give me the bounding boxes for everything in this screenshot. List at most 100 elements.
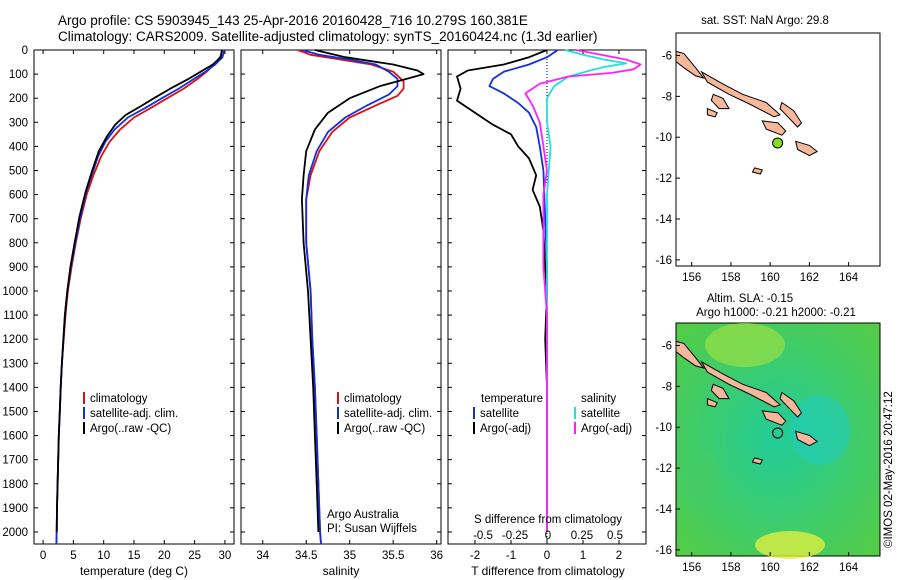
map-y-tick-label: -10 [655, 422, 672, 434]
depth-tick-label: 700 [9, 214, 28, 226]
salinity-axis-label: salinity [323, 564, 360, 578]
map-x-tick-label: 160 [761, 562, 780, 574]
legend-header-temperature: temperature [481, 393, 543, 405]
island [761, 120, 787, 136]
temperature-plot-frame [33, 49, 235, 545]
island [751, 457, 764, 465]
s-tick-label: 0 [545, 530, 551, 542]
legend-label-climatology: climatology [90, 393, 148, 405]
depth-tick-label: 200 [9, 93, 28, 105]
x-tick-label: 0 [40, 550, 46, 562]
map-y-tick-label: -6 [662, 340, 672, 352]
series-line-salinity_argo [524, 49, 642, 532]
figure-title-line1: Argo profile: CS 5903945_143 25-Apr-2016… [58, 13, 528, 28]
map-y-tick-label: -16 [655, 255, 672, 267]
map-y-tick-label: -14 [655, 504, 672, 516]
map-x-tick-label: 156 [682, 272, 701, 284]
map-x-tick-label: 158 [721, 272, 740, 284]
map-x-tick-label: 162 [800, 562, 819, 574]
float-position-marker [772, 137, 784, 149]
temperature-panel: 0 5 10 15 20 25 30 [33, 49, 235, 562]
sst-map-title: sat. SST: NaN Argo: 29.8 [701, 15, 829, 27]
salinity-plot-frame [240, 49, 442, 545]
legend-label-s-argo: Argo(-adj) [581, 423, 632, 435]
sla-map: 156 158 160 162 164 -6 -8 -10 -12 -14 -16 [655, 322, 881, 574]
island [795, 430, 819, 447]
series-line-argo [300, 49, 425, 533]
legend-label-argo: Argo(..raw -QC) [344, 423, 425, 435]
depth-tick-label: 2000 [2, 527, 28, 539]
depth-tick-label: 1100 [3, 310, 28, 322]
map-x-tick-label: 162 [800, 272, 819, 284]
depth-tick-label: 500 [9, 165, 28, 177]
difference-legend: temperature salinity satellite Argo(-adj… [473, 393, 632, 435]
map-y-tick-label: -10 [655, 132, 672, 144]
map-x-tick-label: 160 [761, 272, 780, 284]
x-tick-label: 5 [70, 550, 76, 562]
float-position-marker [772, 427, 784, 439]
x-tick-label: 36 [430, 550, 443, 562]
island [706, 107, 718, 118]
difference-panel: -2 -1 0 1 2 [447, 49, 647, 562]
sla-map-title-line1: Altim. SLA: -0.15 [707, 293, 793, 305]
island [700, 360, 781, 408]
island [761, 410, 787, 426]
annotation-line2: PI: Susan Wijffels [327, 523, 417, 535]
s-difference-tick-labels: -0.5 -0.25 0 0.25 0.5 [473, 530, 623, 542]
sst-map: 156 158 160 162 164 -6 -8 -10 -12 -14 -16 [655, 32, 881, 284]
sla-map-title-line2: Argo h1000: -0.21 h2000: -0.21 [696, 307, 856, 319]
map-y-tick-label: -12 [655, 463, 672, 475]
x-tick-label: 30 [219, 550, 232, 562]
s-tick-label: 0.5 [607, 530, 623, 542]
x-tick-label: 2 [616, 550, 622, 562]
depth-tick-label: 900 [9, 262, 28, 274]
x-tick-label: 20 [158, 550, 171, 562]
depth-tick-label: 1200 [2, 334, 28, 346]
legend-header-salinity: salinity [581, 393, 616, 405]
x-tick-label: 25 [188, 550, 201, 562]
map-y-tick-label: -8 [662, 381, 672, 393]
legend-label-satellite: satellite-adj. clim. [90, 408, 178, 420]
depth-tick-label: 1900 [2, 503, 28, 515]
legend-label-t-argo: Argo(-adj) [480, 423, 531, 435]
x-tick-label: 34 [256, 550, 269, 562]
s-difference-axis-label: S difference from climatology [474, 514, 622, 526]
map-x-tick-label: 164 [839, 562, 859, 574]
x-tick-label: -2 [470, 550, 480, 562]
island [675, 340, 705, 369]
depth-tick-label: 100 [9, 69, 28, 81]
temperature-axis-label: temperature (deg C) [80, 564, 188, 578]
island [675, 50, 705, 79]
x-tick-label: 35.5 [382, 550, 404, 562]
sla-map-frame [675, 322, 881, 557]
x-tick-label: 35 [343, 550, 356, 562]
legend-label-satellite: satellite-adj. clim. [344, 408, 432, 420]
legend-label-t-satellite: satellite [480, 408, 519, 420]
temperature-legend: climatology satellite-adj. clim. Argo(..… [83, 392, 178, 435]
annotation-line1: Argo Australia [327, 509, 399, 521]
map-y-tick-label: -6 [662, 50, 672, 62]
x-tick-label: 34.5 [295, 550, 317, 562]
island [710, 383, 730, 400]
s-tick-label: -0.25 [502, 530, 528, 542]
figure-title-line2: Climatology: CARS2009. Satellite-adjuste… [58, 29, 598, 44]
depth-tick-label: 1700 [2, 455, 28, 467]
sla-blob [678, 450, 722, 510]
sla-blob [705, 323, 785, 367]
sla-blob [755, 531, 825, 559]
series-line-argo [55, 49, 223, 533]
legend-label-climatology: climatology [344, 393, 402, 405]
sla-blob [790, 395, 850, 465]
island [779, 101, 803, 128]
sst-map-frame [675, 32, 881, 267]
island [710, 93, 730, 110]
map-x-tick-label: 158 [721, 562, 740, 574]
map-y-tick-label: -12 [655, 173, 672, 185]
depth-tick-label: 1600 [2, 431, 28, 443]
map-x-tick-label: 164 [839, 272, 859, 284]
salinity-panel: 34 34.5 35 35.5 36 [240, 49, 443, 562]
island [700, 70, 781, 118]
s-tick-label: 0.25 [571, 530, 593, 542]
